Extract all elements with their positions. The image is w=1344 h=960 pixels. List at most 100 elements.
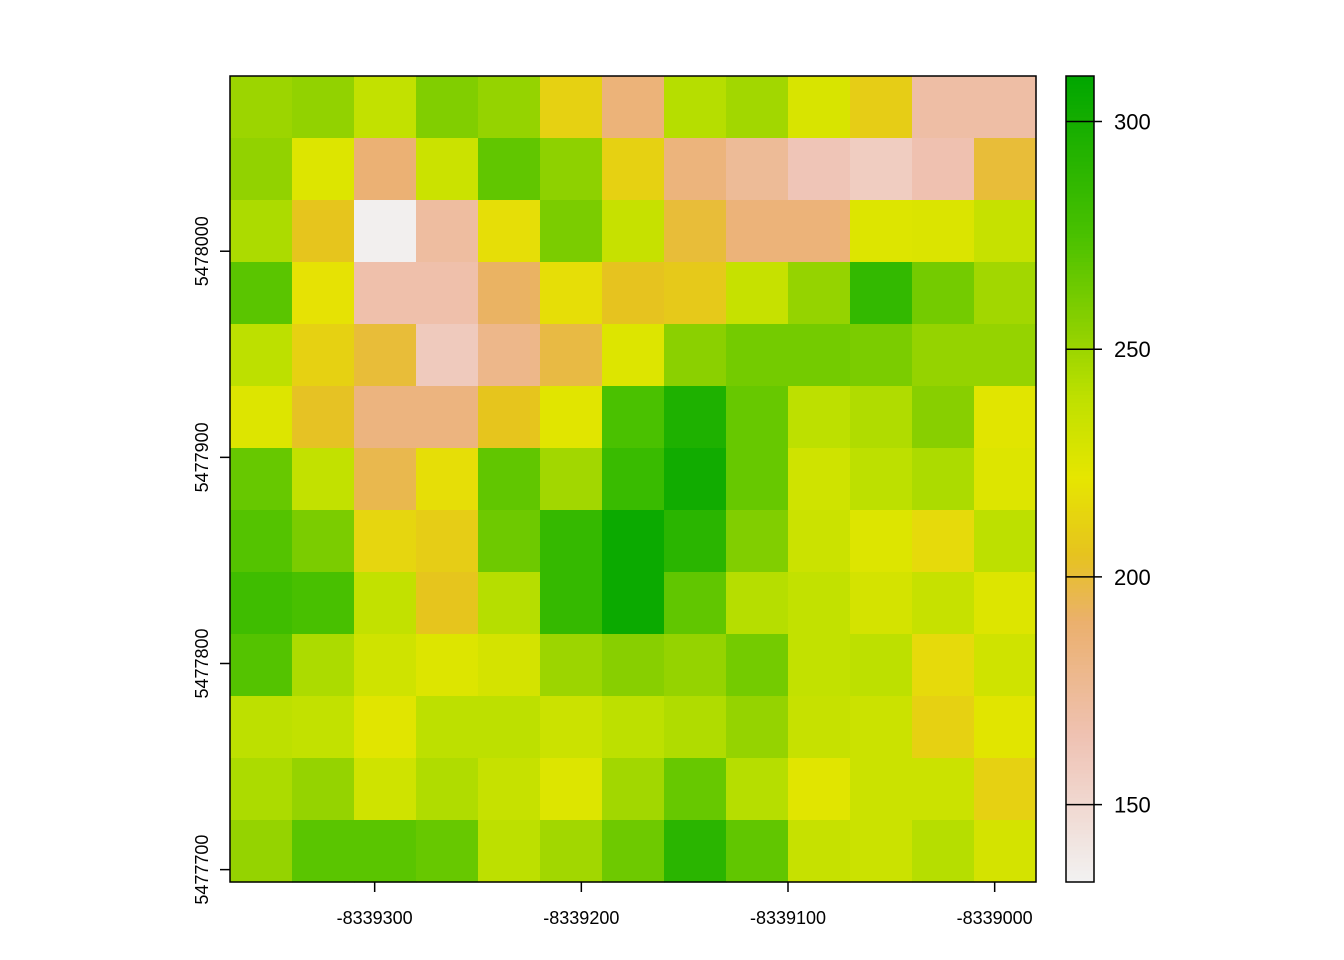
raster-cell xyxy=(354,448,417,511)
raster-cell xyxy=(416,324,479,387)
colorbar-step xyxy=(1066,124,1094,129)
colorbar-step xyxy=(1066,140,1094,146)
colorbar-step xyxy=(1066,720,1094,726)
raster-cell xyxy=(540,448,603,511)
raster-cell xyxy=(850,572,913,635)
colorbar-step xyxy=(1066,466,1094,472)
colorbar-step xyxy=(1066,128,1094,134)
raster-cell xyxy=(230,634,293,697)
raster-cell xyxy=(540,696,603,759)
raster-cell xyxy=(602,696,665,759)
colorbar-step xyxy=(1066,567,1094,573)
raster-cell xyxy=(354,696,417,759)
raster-cell xyxy=(726,510,789,573)
y-tick-label: 5477800 xyxy=(192,628,212,698)
colorbar-step xyxy=(1066,112,1094,117)
colorbar-step xyxy=(1066,378,1094,383)
raster-cell xyxy=(788,324,851,387)
raster-cell xyxy=(726,758,789,821)
colorbar-step xyxy=(1066,450,1094,456)
raster-cell xyxy=(478,200,541,263)
raster-cell xyxy=(478,448,541,511)
colorbar-ticks: 150 200 250 300 xyxy=(1066,110,1151,818)
raster-cell xyxy=(850,262,913,325)
colorbar-step xyxy=(1066,591,1094,597)
colorbar-step xyxy=(1066,116,1094,121)
colorbar-step xyxy=(1066,152,1094,158)
colorbar-step xyxy=(1066,620,1094,625)
colorbar-step xyxy=(1066,865,1094,871)
colorbar-step xyxy=(1066,293,1094,299)
raster-cell xyxy=(478,758,541,821)
raster-cell xyxy=(850,386,913,449)
colorbar-step xyxy=(1066,805,1094,811)
colorbar-step xyxy=(1066,249,1094,254)
raster-cell xyxy=(478,262,541,325)
raster-cell xyxy=(292,262,355,325)
raster-cell xyxy=(788,200,851,263)
colorbar-step xyxy=(1066,301,1094,307)
colorbar-step xyxy=(1066,527,1094,532)
colorbar-step xyxy=(1066,462,1094,468)
colorbar-step xyxy=(1066,184,1094,190)
colorbar-step xyxy=(1066,749,1094,754)
colorbar-step xyxy=(1066,559,1094,565)
colorbar-step xyxy=(1066,434,1094,440)
colorbar-step xyxy=(1066,346,1094,351)
colorbar-step xyxy=(1066,285,1094,291)
colorbar-step xyxy=(1066,636,1094,641)
colorbar-step xyxy=(1066,386,1094,391)
raster-cell xyxy=(292,324,355,387)
colorbar-frame xyxy=(1065,75,1095,883)
colorbar-step xyxy=(1066,761,1094,766)
colorbar-step xyxy=(1066,84,1094,89)
raster-cell xyxy=(230,696,293,759)
colorbar-step xyxy=(1066,704,1094,710)
x-tick-label: -8339100 xyxy=(750,908,826,928)
colorbar-step xyxy=(1066,329,1094,335)
colorbar-step xyxy=(1066,757,1094,762)
raster-cell xyxy=(726,820,789,883)
raster-cell xyxy=(726,634,789,697)
raster-cell xyxy=(292,634,355,697)
colorbar-step xyxy=(1066,587,1094,593)
colorbar-step xyxy=(1066,398,1094,404)
colorbar-step xyxy=(1066,277,1094,283)
colorbar-step xyxy=(1066,442,1094,448)
colorbar-step xyxy=(1066,551,1094,557)
raster-cell xyxy=(850,510,913,573)
colorbar-step xyxy=(1066,809,1094,815)
raster-cell xyxy=(230,200,293,263)
colorbar-step xyxy=(1066,821,1094,827)
raster-cell xyxy=(974,758,1037,821)
colorbar-step xyxy=(1066,664,1094,670)
raster-cell xyxy=(664,758,727,821)
raster-cell xyxy=(974,634,1037,697)
raster-cell xyxy=(788,572,851,635)
colorbar-step xyxy=(1066,446,1094,452)
colorbar-step xyxy=(1066,769,1094,774)
raster-cell xyxy=(230,510,293,573)
raster-cell xyxy=(912,572,975,635)
raster-cell xyxy=(974,138,1037,201)
colorbar-step xyxy=(1066,164,1094,170)
colorbar-step xyxy=(1066,676,1094,682)
colorbar-step xyxy=(1066,547,1094,553)
colorbar-step xyxy=(1066,503,1094,508)
raster-cell xyxy=(664,696,727,759)
raster-cell xyxy=(664,324,727,387)
colorbar-step xyxy=(1066,454,1094,460)
colorbar-step xyxy=(1066,712,1094,718)
colorbar-step xyxy=(1066,595,1094,601)
colorbar-step xyxy=(1066,245,1094,250)
raster-cells xyxy=(230,76,1037,883)
raster-cell xyxy=(292,758,355,821)
raster-cell xyxy=(478,324,541,387)
raster-cell xyxy=(292,572,355,635)
colorbar-step xyxy=(1066,579,1094,585)
raster-cell xyxy=(726,200,789,263)
colorbar-step xyxy=(1066,680,1094,686)
colorbar-step xyxy=(1066,849,1094,855)
colorbar-step xyxy=(1066,362,1094,367)
colorbar-step xyxy=(1066,333,1094,339)
